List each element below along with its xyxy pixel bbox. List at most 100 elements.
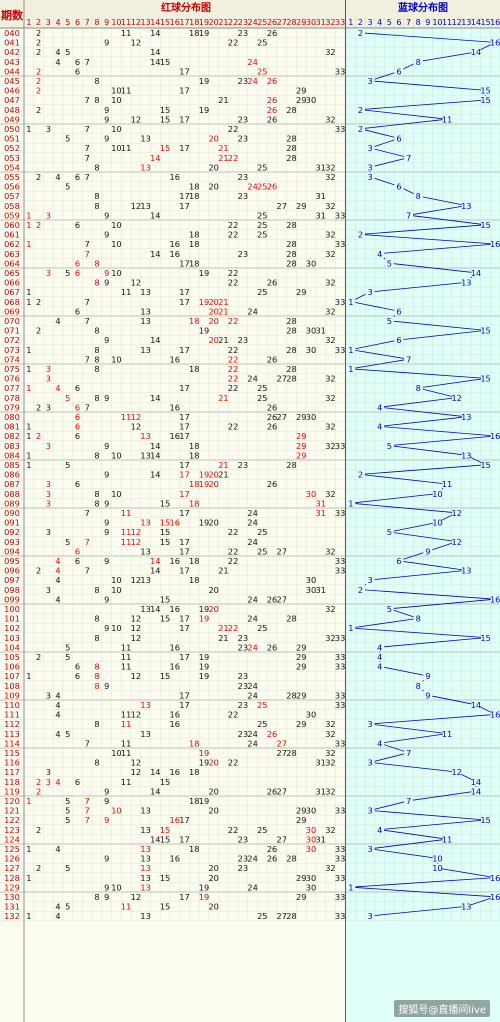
red-ball-number: 7	[85, 57, 90, 67]
blue-ball-number: 16	[490, 873, 500, 883]
red-ball-number: 33	[335, 854, 345, 864]
red-ball-number: 31	[315, 210, 325, 220]
red-ball-number: 5	[65, 537, 70, 547]
red-ball-number: 33	[335, 690, 345, 700]
blue-ball-number: 13	[461, 412, 471, 422]
period-label: 102	[4, 623, 20, 633]
red-ball-number: 16	[170, 642, 180, 652]
red-ball-number: 17	[179, 623, 189, 633]
blue-area-background	[345, 0, 500, 1022]
red-ball-number: 9	[104, 815, 109, 825]
red-ball-number: 6	[75, 556, 80, 566]
red-ball-number: 24	[247, 508, 257, 518]
blue-ball-cell	[394, 556, 404, 566]
red-ball-number: 17	[179, 537, 189, 547]
blue-ball-cell	[365, 172, 375, 182]
blue-column-header: 12	[452, 18, 462, 27]
blue-ball-number: 11	[442, 114, 452, 124]
red-ball-number: 20	[208, 297, 218, 307]
red-ball-number: 32	[325, 633, 335, 643]
period-label: 077	[4, 383, 20, 393]
red-ball-number: 2	[36, 402, 41, 412]
period-label: 083	[4, 441, 20, 451]
red-ball-number: 3	[46, 777, 51, 787]
period-label: 046	[4, 86, 20, 96]
red-ball-number: 22	[228, 623, 238, 633]
red-ball-number: 7	[85, 124, 90, 134]
red-ball-number: 6	[75, 172, 80, 182]
period-label: 048	[4, 105, 20, 115]
red-ball-number: 33	[335, 892, 345, 902]
red-ball-number: 13	[140, 825, 150, 835]
red-ball-number: 8	[94, 345, 99, 355]
red-ball-number: 20	[208, 786, 218, 796]
red-ball-number: 9	[104, 114, 109, 124]
blue-column-header: 2	[358, 18, 363, 27]
red-ball-number: 1	[26, 364, 31, 374]
period-label: 124	[4, 834, 20, 844]
red-ball-number: 4	[55, 729, 60, 739]
blue-ball-cell	[355, 124, 365, 134]
red-ball-number: 23	[238, 729, 248, 739]
blue-ball-cell	[394, 182, 404, 191]
red-ball-number: 27	[277, 786, 287, 796]
period-label: 120	[4, 796, 20, 806]
blue-ball-cell	[394, 134, 404, 143]
red-column-header: 8	[94, 18, 99, 27]
red-ball-number: 3	[46, 210, 51, 220]
red-ball-number: 29	[296, 815, 306, 825]
red-ball-number: 16	[170, 249, 180, 259]
red-ball-number: 11	[121, 28, 131, 38]
blue-ball-cell	[365, 758, 375, 767]
red-ball-number: 26	[267, 729, 277, 739]
red-ball-number: 17	[179, 460, 189, 470]
red-ball-number: 22	[228, 345, 238, 355]
red-ball-number: 1	[26, 671, 31, 681]
red-ball-number: 16	[170, 604, 180, 614]
period-label: 113	[4, 729, 20, 739]
red-column-header: 13	[140, 18, 150, 27]
red-ball-number: 29	[296, 412, 306, 422]
red-ball-number: 28	[286, 258, 296, 268]
red-ball-number: 6	[75, 57, 80, 67]
red-column-header: 17	[179, 18, 189, 27]
red-ball-number: 29	[296, 806, 306, 816]
blue-column-header: 14	[471, 18, 481, 27]
period-label: 079	[4, 402, 20, 412]
red-ball-number: 15	[160, 594, 170, 604]
blue-ball-cell	[365, 806, 375, 815]
red-ball-number: 26	[267, 278, 277, 288]
red-ball-number: 28	[286, 345, 296, 355]
red-ball-number: 30	[306, 834, 316, 844]
red-ball-number: 16	[170, 719, 180, 729]
blue-ball-number: 1	[348, 882, 353, 892]
red-ball-number: 15	[160, 527, 170, 537]
blue-column-header: 3	[368, 18, 373, 27]
blue-ball-number: 8	[416, 383, 421, 393]
red-ball-number: 2	[36, 777, 41, 787]
blue-ball-number: 3	[367, 575, 372, 585]
red-ball-number: 26	[267, 105, 277, 115]
red-ball-number: 9	[104, 594, 109, 604]
red-ball-number: 14	[150, 604, 160, 614]
red-ball-number: 17	[179, 258, 189, 268]
red-ball-number: 21	[218, 153, 228, 163]
period-label: 066	[4, 278, 20, 288]
red-column-header: 16	[170, 18, 180, 27]
red-column-header: 4	[55, 18, 60, 27]
period-label: 051	[4, 134, 20, 144]
period-label: 132	[4, 911, 20, 921]
red-ball-number: 7	[85, 354, 90, 364]
red-ball-number: 28	[286, 326, 296, 336]
red-ball-number: 24	[247, 681, 257, 691]
red-ball-number: 11	[121, 748, 131, 758]
red-ball-number: 3	[46, 402, 51, 412]
red-ball-number: 18	[189, 182, 199, 192]
red-ball-number: 10	[111, 268, 121, 278]
red-ball-number: 18	[189, 738, 199, 748]
blue-ball-cell	[384, 441, 394, 450]
red-ball-number: 3	[46, 767, 51, 777]
red-ball-number: 17	[179, 614, 189, 624]
red-ball-number: 31	[315, 786, 325, 796]
